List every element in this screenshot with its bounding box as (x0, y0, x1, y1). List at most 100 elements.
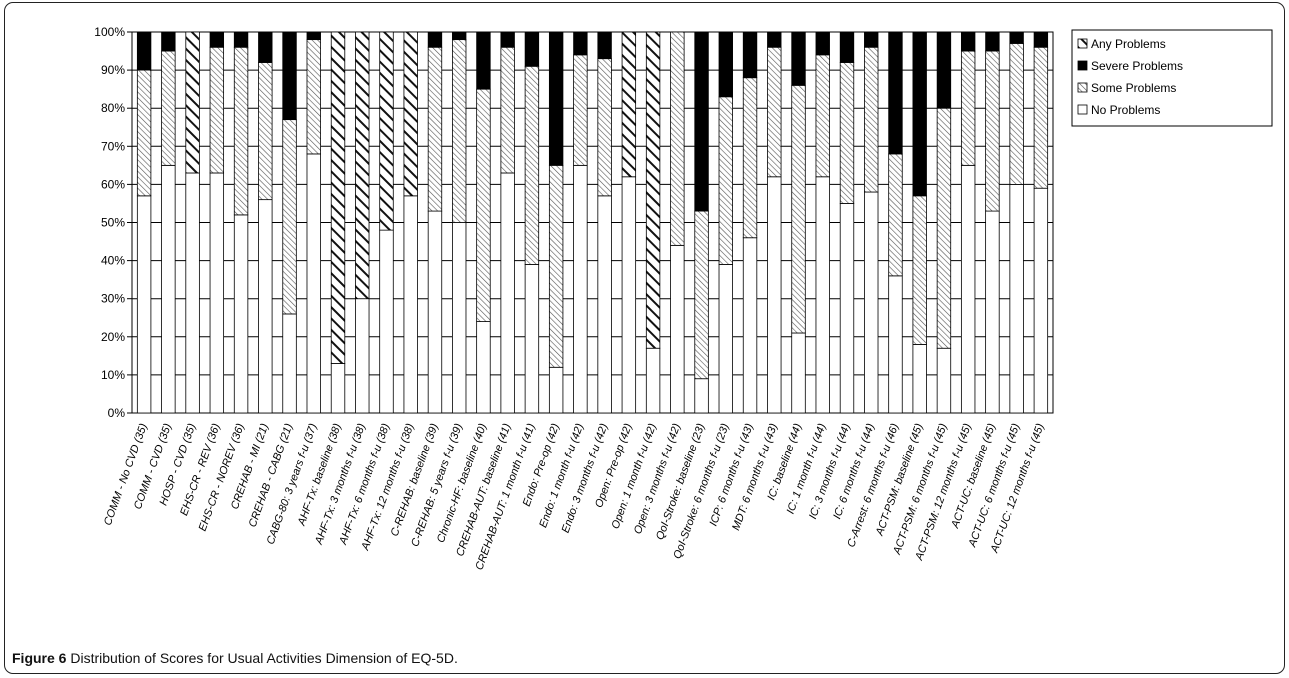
bar-segment (888, 275, 903, 414)
bar-segment (258, 31, 273, 63)
bar-segment (791, 332, 806, 414)
bar-segment (670, 31, 685, 246)
bar-segment (306, 39, 321, 155)
bar-segment (597, 58, 612, 197)
bar-segment (161, 50, 176, 166)
bar-segment (209, 31, 225, 48)
bar-segment (136, 195, 152, 414)
bar-segment (864, 46, 879, 193)
bar-segment (573, 164, 588, 414)
bar-segment (573, 54, 588, 166)
bar-segment (960, 50, 976, 166)
bar-segment (355, 31, 370, 300)
bar-segment (355, 298, 370, 414)
bars (136, 31, 1049, 414)
bar-segment (548, 31, 564, 166)
legend-swatch (1077, 38, 1088, 49)
bar-segment (524, 31, 540, 67)
bar-segment (888, 31, 903, 155)
bar-segment (645, 347, 661, 414)
bar-segment (912, 195, 927, 345)
legend-label: No Problems (1091, 103, 1160, 117)
bar-segment (718, 264, 733, 414)
bar-segment (500, 172, 515, 414)
y-tick-label: 90% (101, 63, 125, 77)
bar-segment (767, 46, 782, 178)
bar-segment (694, 378, 709, 414)
bar-segment (1033, 187, 1049, 414)
bar-segment (815, 176, 830, 414)
bar-segment (742, 77, 758, 239)
bar-segment (379, 31, 394, 231)
bar-segment (1009, 43, 1024, 185)
bar-segment (500, 31, 515, 48)
bar-segment (524, 264, 540, 414)
bar-segment (330, 31, 346, 364)
bar-segment (330, 363, 346, 414)
legend: Any Problems Severe Problems Some Problems… (1071, 29, 1273, 127)
bar-segment (476, 88, 491, 322)
bar-segment (839, 203, 855, 414)
y-tick-label: 70% (101, 139, 125, 153)
y-tick-label: 50% (101, 216, 125, 230)
bar-segment (282, 31, 297, 121)
y-tick-label: 60% (101, 177, 125, 191)
bar-segment (548, 366, 564, 414)
bar-segment (452, 31, 467, 41)
bar-segment (815, 31, 830, 56)
y-tick-label: 0% (108, 406, 126, 420)
bar-segment (815, 54, 830, 178)
bar-segment (621, 176, 637, 414)
y-tick-label: 30% (101, 292, 125, 306)
bar-segment (718, 96, 733, 265)
bar-segment (500, 46, 515, 174)
bar-segment (427, 46, 443, 212)
bar-segment (645, 31, 661, 349)
bar-segment (136, 69, 152, 197)
bar-segment (936, 107, 952, 349)
bar-segment (427, 31, 443, 48)
bar-segment (161, 164, 176, 414)
bar-segment (161, 31, 176, 52)
bar-segment (670, 244, 685, 414)
y-tick-label: 20% (101, 330, 125, 344)
legend-label: Any Problems (1091, 37, 1166, 51)
bar-segment (427, 210, 443, 414)
bar-segment (476, 31, 491, 90)
bar-segment (476, 321, 491, 414)
bar-segment (791, 31, 806, 86)
bar-segment (452, 222, 467, 414)
bar-segment (888, 153, 903, 277)
figure-caption: Figure 6 Distribution of Scores for Usua… (12, 650, 458, 666)
bar-segment (1033, 31, 1049, 48)
bar-segment (985, 31, 1000, 52)
bar-segment (694, 210, 709, 380)
bar-segment (936, 347, 952, 414)
bar-segment (694, 31, 709, 212)
bar-segment (209, 46, 225, 174)
y-tick-label: 40% (101, 254, 125, 268)
bar-segment (209, 172, 225, 414)
legend-label: Some Problems (1091, 81, 1176, 95)
bar-segment (282, 119, 297, 315)
bar-segment (403, 31, 418, 197)
bar-segment (306, 31, 321, 41)
figure-frame (4, 2, 1285, 674)
bar-segment (548, 164, 564, 368)
bar-segment (912, 344, 927, 414)
bar-segment (985, 210, 1000, 414)
bar-segment (233, 31, 249, 48)
bar-segment (185, 31, 200, 174)
legend-swatch (1077, 60, 1088, 71)
bar-segment (403, 195, 418, 414)
bar-segment (864, 31, 879, 48)
figure-label: Figure 6 (12, 650, 67, 666)
bar-segment (621, 31, 637, 178)
bar-segment (185, 172, 200, 414)
bar-segment (767, 176, 782, 414)
y-tick-label: 80% (101, 101, 125, 115)
bar-segment (839, 31, 855, 63)
bar-segment (742, 237, 758, 414)
bar-segment (452, 39, 467, 223)
